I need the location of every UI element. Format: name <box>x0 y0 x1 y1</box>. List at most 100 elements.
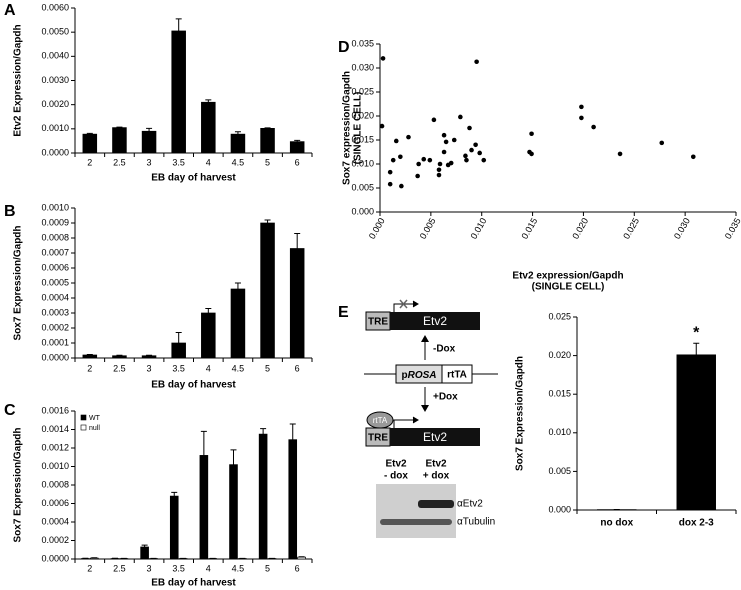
x-tick-label: 4.5 <box>232 157 245 167</box>
point <box>406 134 411 140</box>
point <box>427 157 433 163</box>
y-tick-label: 0.0006 <box>41 498 69 508</box>
error-bar <box>294 233 301 249</box>
bar <box>676 354 716 511</box>
y-tick-label: 0.0060 <box>41 2 69 12</box>
point <box>458 114 463 120</box>
point <box>436 172 442 178</box>
error-bar <box>146 127 153 132</box>
y-axis-label: Etv2 Expression/Gapdh <box>13 24 24 136</box>
point <box>464 157 469 163</box>
point <box>443 139 449 145</box>
arrow-head <box>412 416 419 424</box>
panel-letter: C <box>4 402 16 419</box>
panel-letter: D <box>338 39 350 56</box>
legend-swatch <box>80 414 87 421</box>
bar <box>112 127 127 154</box>
arrow-head <box>412 300 419 308</box>
tre-label: TRE <box>368 433 388 444</box>
y-tick-label: 0.0000 <box>41 147 69 157</box>
y-tick-label: 0.0001 <box>41 337 69 347</box>
bar <box>230 133 246 154</box>
etv2-box <box>390 428 480 446</box>
y-tick-label: 0.0000 <box>41 553 69 563</box>
x-tick-label: 4 <box>206 157 211 167</box>
bar <box>289 248 305 359</box>
bar <box>140 546 149 560</box>
lane-label: Etv2 <box>385 459 407 470</box>
bar <box>82 354 98 359</box>
bar <box>171 30 186 154</box>
band-label: αTubulin <box>457 517 495 528</box>
point <box>473 142 478 148</box>
y-tick-label: 0.0005 <box>41 277 69 287</box>
point <box>591 124 596 130</box>
rtta-label: rtTA <box>447 370 467 381</box>
point <box>474 59 479 65</box>
point <box>380 56 386 61</box>
bar <box>82 133 98 154</box>
blot-image <box>376 484 456 538</box>
point <box>441 149 447 155</box>
bar <box>229 464 238 560</box>
error-bar <box>693 342 700 355</box>
bar <box>297 556 306 560</box>
x-tick-label: 0.005 <box>418 216 438 241</box>
bar <box>112 355 127 359</box>
point <box>379 123 385 129</box>
y-tick-label: 0.0004 <box>41 292 69 302</box>
point <box>690 154 696 160</box>
etv2-label: Etv2 <box>423 430 447 444</box>
y-tick-label: 0.0010 <box>41 461 69 471</box>
point <box>398 154 403 160</box>
error-bar <box>200 430 207 456</box>
y-tick-label: 0.015 <box>548 389 571 399</box>
x-tick-label: 3.5 <box>172 363 185 373</box>
y-tick-label: 0.005 <box>351 182 374 192</box>
lane-label: + dox <box>423 471 450 482</box>
y-axis-label: Sox7 Expression/Gapdh <box>13 427 24 542</box>
y-tick-label: 0.020 <box>548 350 571 360</box>
y-tick-label: 0.0030 <box>41 75 69 85</box>
point <box>481 157 487 163</box>
y-tick-label: 0.010 <box>351 158 374 168</box>
y-tick-label: 0.015 <box>351 134 374 144</box>
bar <box>201 312 216 359</box>
y-tick-label: 0.0002 <box>41 535 69 545</box>
panel-letter: A <box>4 2 16 19</box>
point <box>659 140 665 146</box>
y-tick-label: 0.025 <box>548 311 571 321</box>
point <box>469 147 474 153</box>
error-bar <box>234 131 241 135</box>
y-tick-label: 0.020 <box>351 110 374 120</box>
point <box>393 138 399 144</box>
y-tick-label: 0.0010 <box>41 202 69 212</box>
x-tick-label: 5 <box>265 157 270 167</box>
x-tick-label: 2.5 <box>113 157 126 167</box>
error-bar <box>260 428 267 435</box>
x-axis-label: EB day of harvest <box>151 173 236 184</box>
y-tick-label: 0.0050 <box>41 27 69 37</box>
bar <box>288 439 298 560</box>
rosa-label: pROSA <box>401 370 436 381</box>
point <box>529 131 534 137</box>
point <box>437 161 443 167</box>
point <box>431 117 437 123</box>
panel-letter: E <box>338 304 349 321</box>
error-bar <box>141 544 148 547</box>
x-tick-label: 2 <box>87 157 92 167</box>
point <box>448 160 454 166</box>
y-tick-label: 0.0004 <box>41 516 69 526</box>
bar <box>141 130 157 154</box>
y-tick-label: 0.0008 <box>41 479 69 489</box>
y-tick-label: 0.0007 <box>41 247 69 257</box>
error-bar <box>175 18 182 31</box>
y-tick-label: 0.0010 <box>41 123 69 133</box>
error-bar <box>294 139 301 142</box>
bar <box>201 101 216 154</box>
point <box>399 183 404 189</box>
y-axis-label: (SINGLE CELL) <box>353 92 364 165</box>
lane-label: - dox <box>384 471 408 482</box>
promoter-arrow <box>393 303 416 312</box>
